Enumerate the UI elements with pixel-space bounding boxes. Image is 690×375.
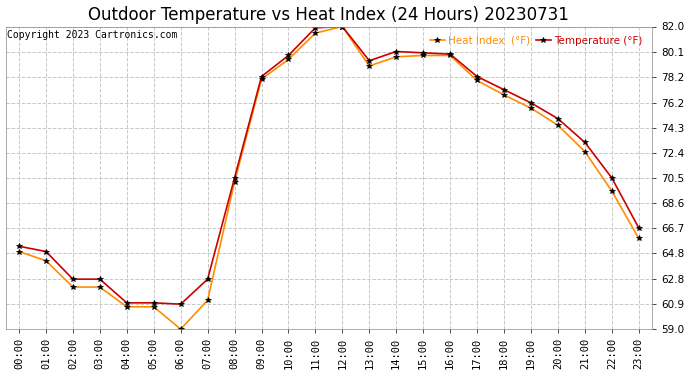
Temperature (°F)	[123, 301, 131, 305]
Heat Index  (°F)	[284, 57, 293, 62]
Text: Copyright 2023 Cartronics.com: Copyright 2023 Cartronics.com	[7, 30, 177, 39]
Heat Index  (°F)	[635, 236, 643, 241]
Heat Index  (°F)	[338, 24, 346, 29]
Heat Index  (°F)	[526, 106, 535, 110]
Heat Index  (°F)	[69, 285, 77, 289]
Heat Index  (°F)	[230, 180, 239, 184]
Temperature (°F)	[69, 277, 77, 281]
Temperature (°F)	[392, 49, 400, 54]
Heat Index  (°F)	[257, 77, 266, 81]
Temperature (°F)	[284, 53, 293, 58]
Temperature (°F)	[96, 277, 104, 281]
Line: Temperature (°F): Temperature (°F)	[17, 24, 642, 307]
Heat Index  (°F)	[608, 189, 616, 193]
Temperature (°F)	[446, 52, 454, 56]
Legend: Heat Index  (°F), Temperature (°F): Heat Index (°F), Temperature (°F)	[426, 32, 647, 50]
Temperature (°F)	[581, 140, 589, 144]
Heat Index  (°F)	[419, 53, 427, 58]
Temperature (°F)	[608, 176, 616, 180]
Heat Index  (°F)	[96, 285, 104, 289]
Temperature (°F)	[473, 74, 481, 79]
Temperature (°F)	[257, 74, 266, 79]
Heat Index  (°F)	[177, 327, 185, 332]
Title: Outdoor Temperature vs Heat Index (24 Hours) 20230731: Outdoor Temperature vs Heat Index (24 Ho…	[88, 6, 569, 24]
Temperature (°F)	[419, 51, 427, 55]
Temperature (°F)	[177, 302, 185, 306]
Temperature (°F)	[311, 26, 319, 30]
Heat Index  (°F)	[473, 78, 481, 83]
Heat Index  (°F)	[150, 304, 158, 309]
Temperature (°F)	[204, 277, 212, 281]
Heat Index  (°F)	[123, 304, 131, 309]
Heat Index  (°F)	[15, 249, 23, 254]
Heat Index  (°F)	[204, 298, 212, 303]
Temperature (°F)	[526, 100, 535, 105]
Heat Index  (°F)	[446, 53, 454, 58]
Temperature (°F)	[554, 116, 562, 121]
Temperature (°F)	[338, 24, 346, 29]
Heat Index  (°F)	[554, 123, 562, 128]
Heat Index  (°F)	[581, 149, 589, 154]
Temperature (°F)	[230, 176, 239, 180]
Temperature (°F)	[365, 58, 373, 63]
Temperature (°F)	[500, 87, 508, 92]
Temperature (°F)	[42, 249, 50, 254]
Heat Index  (°F)	[365, 64, 373, 68]
Heat Index  (°F)	[500, 93, 508, 97]
Heat Index  (°F)	[311, 31, 319, 35]
Temperature (°F)	[15, 244, 23, 249]
Temperature (°F)	[635, 226, 643, 230]
Heat Index  (°F)	[42, 258, 50, 263]
Temperature (°F)	[150, 301, 158, 305]
Line: Heat Index  (°F): Heat Index (°F)	[17, 24, 642, 332]
Heat Index  (°F)	[392, 54, 400, 59]
